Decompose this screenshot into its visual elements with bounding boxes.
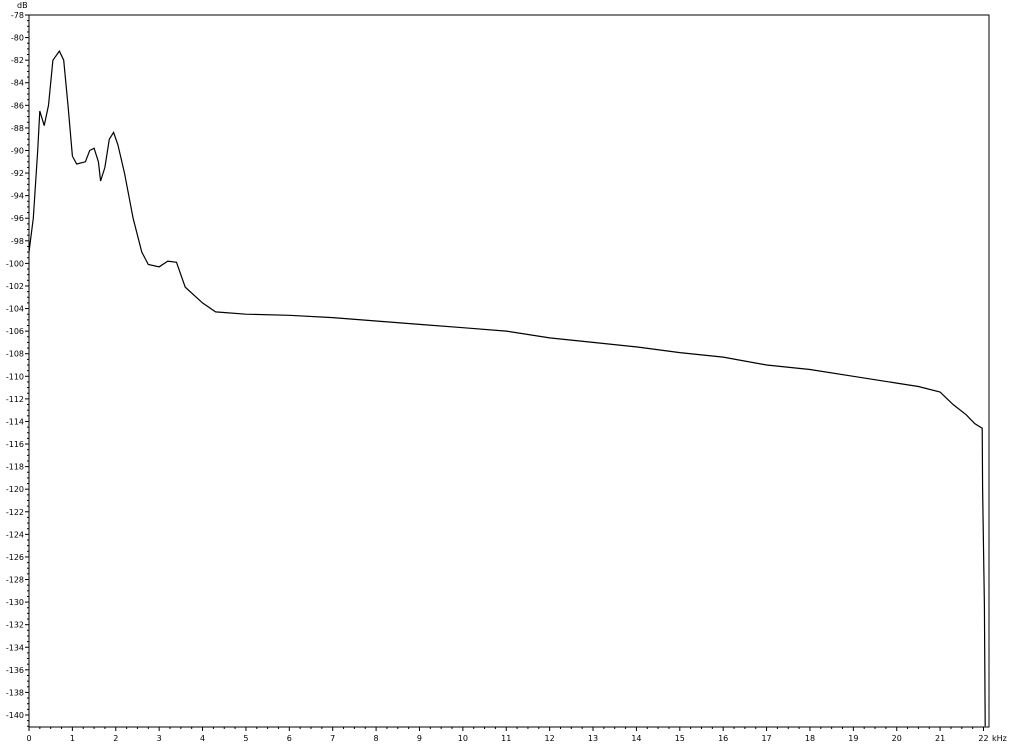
y-tick-label: -140 (6, 711, 24, 720)
x-tick-label: 13 (588, 734, 598, 743)
y-axis-unit-label: dB (17, 1, 28, 10)
x-tick-label: 14 (631, 734, 641, 743)
y-tick-label: -92 (11, 169, 24, 178)
y-tick-label: -98 (11, 237, 24, 246)
y-tick-label: -86 (11, 101, 24, 110)
y-tick-label: -102 (6, 282, 24, 291)
x-tick-label: 12 (545, 734, 555, 743)
x-tick-label: 3 (157, 734, 162, 743)
x-tick-label: 9 (417, 734, 422, 743)
x-tick-label: 17 (761, 734, 771, 743)
x-tick-label: 18 (805, 734, 815, 743)
y-tick-label: -136 (6, 666, 24, 675)
y-tick-label: -96 (11, 214, 24, 223)
y-tick-label: -82 (11, 56, 24, 65)
y-tick-label: -122 (6, 508, 24, 517)
y-tick-label: -94 (11, 192, 24, 201)
y-tick-label: -138 (6, 688, 24, 697)
y-tick-label: -114 (6, 417, 24, 426)
y-tick-label: -134 (6, 643, 24, 652)
x-tick-label: 1 (70, 734, 75, 743)
y-tick-label: -124 (6, 530, 24, 539)
series-line (28, 49, 986, 727)
x-tick-label: 8 (374, 734, 379, 743)
y-tick-label: -126 (6, 553, 24, 562)
y-tick-label: -120 (6, 485, 24, 494)
y-tick-label: -106 (6, 327, 24, 336)
x-tick-label: 7 (330, 734, 335, 743)
x-tick-label: 22 (978, 734, 988, 743)
x-tick-label: 19 (848, 734, 858, 743)
x-tick-label: 10 (458, 734, 468, 743)
x-tick-label: 5 (243, 734, 248, 743)
y-tick-label: -84 (11, 79, 24, 88)
y-tick-label: -104 (6, 305, 24, 314)
y-tick-label: -116 (6, 440, 24, 449)
x-tick-label: 15 (675, 734, 685, 743)
y-tick-label: -108 (6, 350, 24, 359)
y-tick-label: -100 (6, 259, 24, 268)
y-tick-label: -90 (11, 146, 24, 155)
y-tick-label: -80 (11, 34, 24, 43)
y-tick-label: -112 (6, 395, 24, 404)
x-tick-label: 16 (718, 734, 728, 743)
x-tick-label: 4 (200, 734, 205, 743)
x-tick-label: 2 (113, 734, 118, 743)
y-tick-label: -118 (6, 463, 24, 472)
plot-frame (28, 14, 990, 728)
y-tick-label: -132 (6, 621, 24, 630)
x-tick-label: 11 (501, 734, 511, 743)
x-tick-label: 20 (892, 734, 902, 743)
y-tick-label: -110 (6, 372, 24, 381)
y-tick-label: -128 (6, 576, 24, 585)
x-axis-unit-label: kHz (992, 734, 1007, 743)
x-tick-label: 0 (26, 734, 31, 743)
y-tick-label: -130 (6, 598, 24, 607)
y-tick-label: -88 (11, 124, 24, 133)
x-tick-label: 6 (287, 734, 292, 743)
axes: -78 -80 -82 -84 -86 -88 -90 -92 -94 -96 -98 -100 -10… (6, 11, 990, 743)
y-tick-label: -78 (11, 11, 24, 20)
x-tick-label: 21 (935, 734, 945, 743)
